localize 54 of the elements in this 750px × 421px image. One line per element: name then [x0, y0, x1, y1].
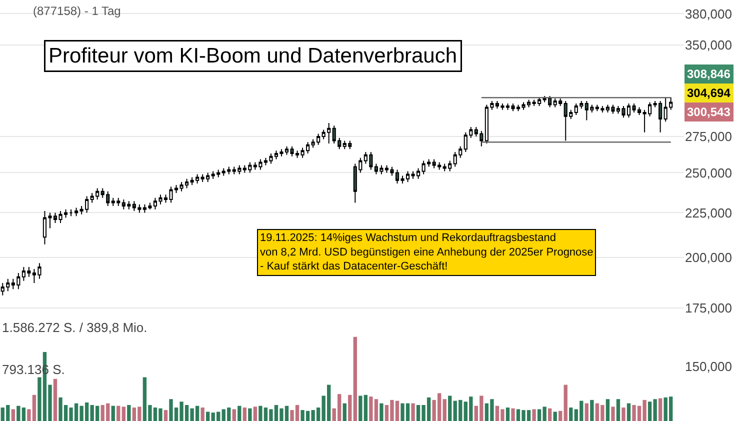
bar [564, 384, 568, 421]
bar [242, 408, 246, 421]
bar [553, 412, 557, 421]
bar [442, 399, 446, 421]
bar [122, 406, 126, 421]
candlestick [69, 208, 73, 217]
candlestick [74, 207, 78, 217]
bar [348, 394, 352, 421]
bar [411, 403, 415, 421]
bar [611, 406, 615, 421]
bar [238, 406, 242, 421]
bar [116, 406, 120, 421]
bar [253, 406, 258, 421]
bar [606, 399, 610, 421]
bar [342, 403, 346, 421]
y-tick-label: 350,000 [685, 38, 732, 53]
bar [532, 409, 536, 421]
bar [164, 410, 168, 421]
bar [558, 410, 562, 421]
bar [353, 336, 357, 421]
text: Profiteur vom KI-Boom und Datenverbrauch [48, 44, 458, 68]
bar [548, 408, 552, 421]
bar [448, 396, 452, 421]
y-tick-label: 380,000 [685, 6, 732, 22]
bar [584, 403, 588, 421]
text: 308,846 [687, 67, 731, 81]
y-tick-label: 250,000 [685, 165, 732, 180]
bar [206, 412, 210, 421]
y-tick-label: 225,000 [685, 205, 732, 220]
bar [506, 408, 510, 421]
bar [622, 408, 626, 421]
y-tick-label: 200,000 [685, 250, 732, 265]
bar [511, 408, 515, 421]
annotation: 1.586.272 S. / 389,8 Mio. [2, 320, 148, 335]
bar [626, 403, 631, 421]
bar [200, 408, 204, 421]
text: 304,694 [687, 86, 731, 100]
bar [380, 403, 384, 421]
chart-subtitle: (877158) - 1 Tag [33, 4, 121, 18]
text: 300,543 [687, 105, 731, 119]
bar [569, 408, 573, 421]
bar [616, 399, 620, 421]
bar [53, 378, 58, 421]
y-tick-label: 150,000 [685, 359, 732, 374]
bar [127, 405, 131, 421]
annotation: 19.11.2025: 14%iges Wachstum und Rekordauftragsbestand von 8,2 Mrd. USD begünstigen eine Anhebung der 2025er Prognose - Kauf stärkt das Datacenter-Geschäft! [260, 232, 594, 273]
bar [590, 400, 594, 421]
y-tick-label: 275,000 [685, 129, 732, 144]
bar [111, 406, 115, 421]
bar [232, 409, 236, 421]
y-tick-label: 175,000 [685, 300, 732, 316]
bar [658, 398, 662, 421]
bar [248, 408, 252, 421]
bar [11, 409, 15, 421]
